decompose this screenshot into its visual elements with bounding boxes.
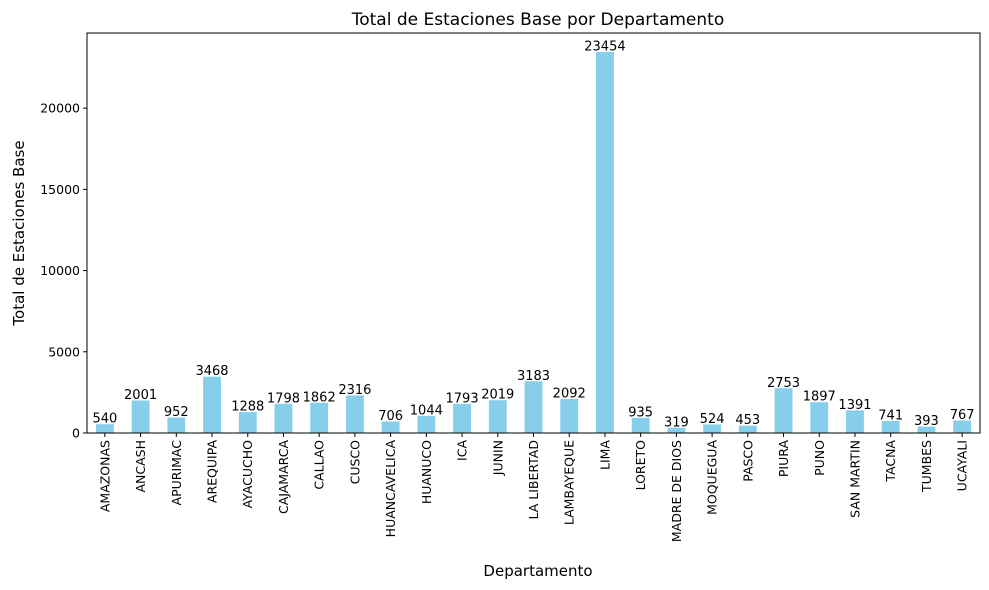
x-tick-label: LORETO <box>633 440 648 491</box>
x-tick-label: UCAYALI <box>955 440 970 491</box>
chart-title: Total de Estaciones Base por Departament… <box>351 10 724 30</box>
bar <box>488 400 507 433</box>
x-tick-label: AREQUIPA <box>205 440 220 504</box>
bar-value-label: 2019 <box>481 388 514 403</box>
x-tick-label: AYACUCHO <box>240 440 255 509</box>
bar-value-label: 3468 <box>195 364 228 379</box>
x-tick-label: CUSCO <box>347 440 362 485</box>
x-tick-label: AMAZONAS <box>97 440 112 512</box>
bar-value-label: 2753 <box>767 376 800 391</box>
bar-value-label: 2092 <box>553 387 586 402</box>
x-tick-label: CAJAMARCA <box>276 440 291 514</box>
bar <box>274 403 293 433</box>
x-tick-label: MADRE DE DIOS <box>669 440 684 542</box>
bar <box>310 402 329 433</box>
bar <box>167 417 186 433</box>
bar-value-label: 2001 <box>124 388 157 403</box>
bar-value-label: 524 <box>700 412 725 427</box>
bar <box>738 425 757 433</box>
bar <box>953 420 972 433</box>
bar-value-label: 1793 <box>446 391 479 406</box>
bar-value-label: 1391 <box>838 398 871 413</box>
bar <box>917 426 936 433</box>
bar <box>524 381 543 433</box>
bar-value-label: 1798 <box>267 391 300 406</box>
bar <box>810 402 829 433</box>
y-tick-label: 5000 <box>48 344 80 359</box>
bar <box>453 403 471 433</box>
bar-value-label: 767 <box>950 408 975 423</box>
x-tick-label: LA LIBERTAD <box>526 440 541 520</box>
bar <box>131 400 150 433</box>
bar <box>703 424 722 433</box>
bar <box>596 52 614 434</box>
y-axis-label: Total de Estaciones Base <box>10 140 28 326</box>
x-tick-label: LAMBAYEQUE <box>562 440 577 525</box>
bar <box>667 427 686 433</box>
bar-value-label: 952 <box>164 405 189 420</box>
y-tick-label: 10000 <box>40 263 80 278</box>
bar-value-label: 2316 <box>338 383 371 398</box>
bar <box>774 388 793 433</box>
x-tick-label: ANCASH <box>133 440 148 493</box>
bar <box>631 417 650 433</box>
bar-value-label: 935 <box>628 405 653 420</box>
bar <box>238 412 257 433</box>
x-tick-label: PIURA <box>776 440 791 478</box>
bar-value-label: 319 <box>664 415 689 430</box>
x-tick-label: TUMBES <box>919 440 934 493</box>
x-tick-label: PASCO <box>740 440 755 482</box>
x-tick-label: PUNO <box>812 440 827 476</box>
x-tick-label: ICA <box>455 440 470 461</box>
x-tick-label: HUANUCO <box>419 440 434 504</box>
x-axis-label: Departamento <box>483 562 592 580</box>
bar-value-label: 1044 <box>410 404 443 419</box>
bar-value-label: 1288 <box>231 400 264 415</box>
bar-value-label: 540 <box>92 412 117 427</box>
bar <box>417 416 436 433</box>
y-tick-label: 20000 <box>40 101 80 116</box>
bar-value-label: 3183 <box>517 369 550 384</box>
bar <box>846 410 864 433</box>
y-tick-label: 0 <box>72 426 80 441</box>
bar-value-label: 453 <box>735 413 760 428</box>
bar-value-label: 1897 <box>803 390 836 405</box>
bar <box>560 399 579 433</box>
axes-frame <box>86 32 981 434</box>
bar <box>345 395 364 433</box>
bar <box>881 420 900 433</box>
bar-value-label: 706 <box>378 409 403 424</box>
y-tick-label: 15000 <box>40 182 80 197</box>
bar <box>203 376 221 433</box>
bar-value-label: 23454 <box>584 40 625 55</box>
x-tick-label: APURIMAC <box>169 440 184 506</box>
bar-value-label: 741 <box>878 408 903 423</box>
plot-area: 540 AMAZONAS 2001 ANCASH 952 APURIMAC 3468 AREQ… <box>40 32 981 542</box>
x-tick-label: TACNA <box>883 440 898 483</box>
x-tick-label: JUNIN <box>490 440 505 476</box>
bar <box>95 424 114 433</box>
bar-value-label: 1862 <box>303 390 336 405</box>
x-tick-label: LIMA <box>597 440 612 470</box>
x-tick-label: MOQUEGUA <box>705 440 720 515</box>
bar <box>381 421 400 433</box>
x-tick-label: CALLAO <box>312 440 327 490</box>
x-tick-label: HUANCAVELICA <box>383 440 398 538</box>
bar-value-label: 393 <box>914 414 939 429</box>
x-tick-label: SAN MARTIN <box>847 440 862 518</box>
